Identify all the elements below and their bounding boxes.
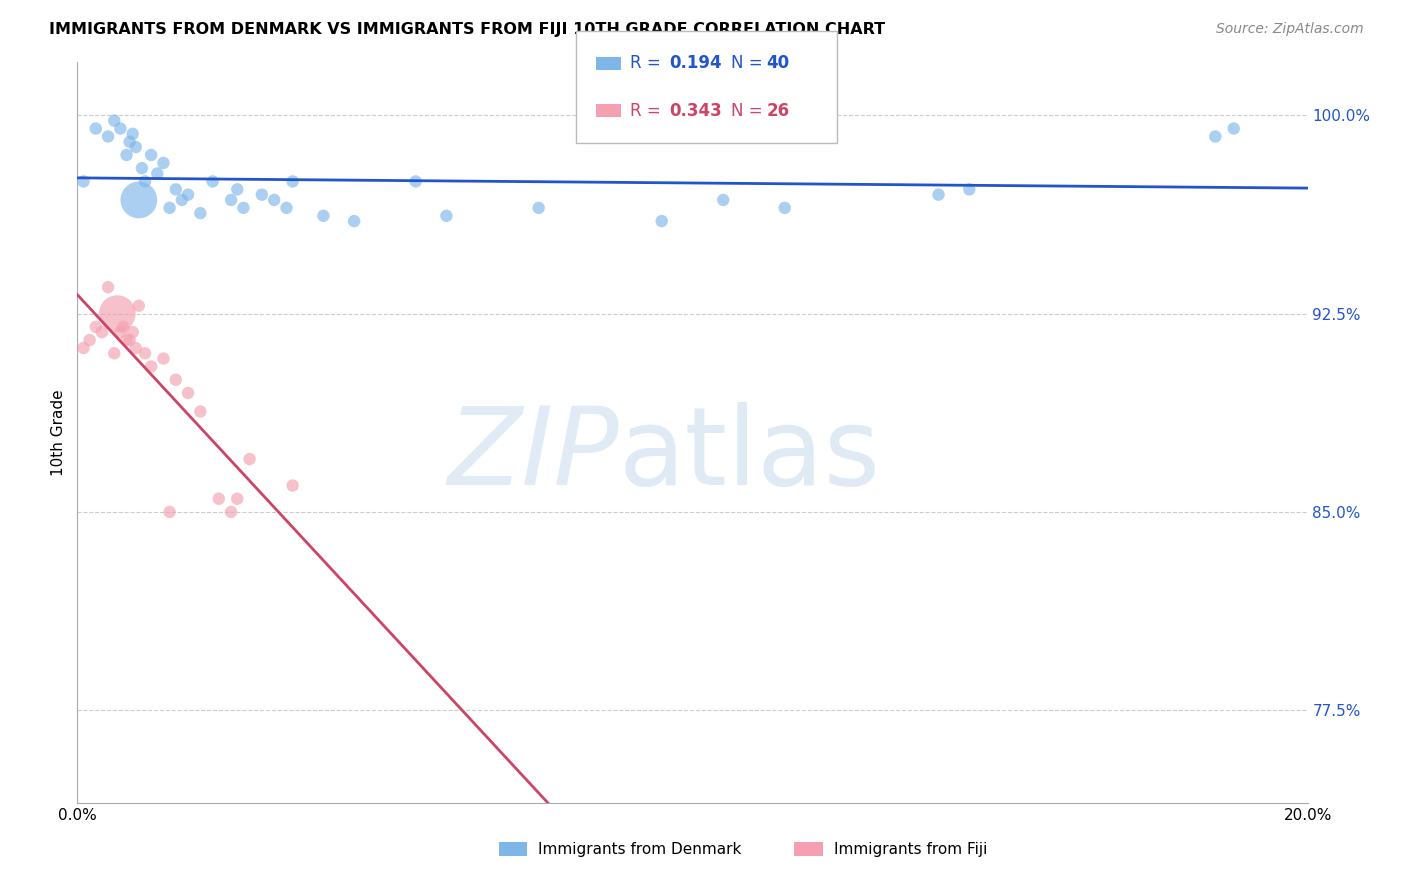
Point — [141, 148, 163, 162]
Point — [281, 478, 304, 492]
Point — [152, 351, 174, 366]
Point — [90, 325, 114, 339]
Point — [79, 333, 101, 347]
Point — [128, 299, 150, 313]
Point — [527, 201, 550, 215]
Point — [711, 193, 734, 207]
Point — [134, 346, 156, 360]
Point — [121, 325, 143, 339]
Point — [72, 341, 94, 355]
Point — [190, 404, 212, 418]
Point — [131, 161, 153, 176]
Point — [165, 373, 187, 387]
Point — [128, 193, 150, 207]
Point — [239, 452, 262, 467]
Text: Source: ZipAtlas.com: Source: ZipAtlas.com — [1216, 22, 1364, 37]
Point — [190, 206, 212, 220]
Point — [219, 193, 242, 207]
Point — [146, 167, 169, 181]
Point — [250, 187, 273, 202]
Point — [232, 201, 254, 215]
Point — [134, 174, 156, 188]
Point — [208, 491, 231, 506]
Text: atlas: atlas — [619, 401, 880, 508]
Text: N =: N = — [731, 102, 768, 120]
Point — [957, 182, 980, 196]
Point — [219, 505, 242, 519]
Text: Immigrants from Fiji: Immigrants from Fiji — [834, 842, 987, 856]
Point — [159, 505, 181, 519]
Point — [110, 325, 132, 339]
Point — [651, 214, 673, 228]
Point — [97, 280, 120, 294]
Point — [103, 113, 125, 128]
Point — [97, 129, 120, 144]
Point — [110, 121, 132, 136]
Point — [773, 201, 796, 215]
Text: R =: R = — [630, 102, 666, 120]
Text: Immigrants from Denmark: Immigrants from Denmark — [538, 842, 742, 856]
Point — [436, 209, 458, 223]
Point — [159, 201, 181, 215]
Text: 0.194: 0.194 — [669, 54, 721, 72]
Point — [177, 187, 200, 202]
Point — [118, 333, 141, 347]
Point — [276, 201, 298, 215]
Point — [105, 307, 128, 321]
Text: N =: N = — [731, 54, 768, 72]
Point — [177, 386, 200, 401]
Point — [84, 121, 107, 136]
Point — [165, 182, 187, 196]
Point — [170, 193, 193, 207]
Point — [125, 140, 148, 154]
Y-axis label: 10th Grade: 10th Grade — [51, 389, 66, 476]
Point — [1204, 129, 1226, 144]
Text: ZIP: ZIP — [447, 402, 619, 508]
Point — [118, 135, 141, 149]
Point — [343, 214, 366, 228]
Point — [72, 174, 94, 188]
Point — [226, 182, 249, 196]
Point — [928, 187, 950, 202]
Point — [84, 319, 107, 334]
Point — [263, 193, 285, 207]
Point — [112, 319, 135, 334]
Text: IMMIGRANTS FROM DENMARK VS IMMIGRANTS FROM FIJI 10TH GRADE CORRELATION CHART: IMMIGRANTS FROM DENMARK VS IMMIGRANTS FR… — [49, 22, 886, 37]
Text: R =: R = — [630, 54, 666, 72]
Point — [115, 148, 138, 162]
Text: 0.343: 0.343 — [669, 102, 723, 120]
Point — [226, 491, 249, 506]
Point — [1223, 121, 1246, 136]
Point — [141, 359, 163, 374]
Point — [152, 156, 174, 170]
Point — [103, 346, 125, 360]
Point — [125, 341, 148, 355]
Text: 40: 40 — [766, 54, 789, 72]
Point — [312, 209, 335, 223]
Text: 26: 26 — [766, 102, 789, 120]
Point — [121, 127, 143, 141]
Point — [281, 174, 304, 188]
Point — [115, 333, 138, 347]
Point — [405, 174, 427, 188]
Point — [201, 174, 224, 188]
